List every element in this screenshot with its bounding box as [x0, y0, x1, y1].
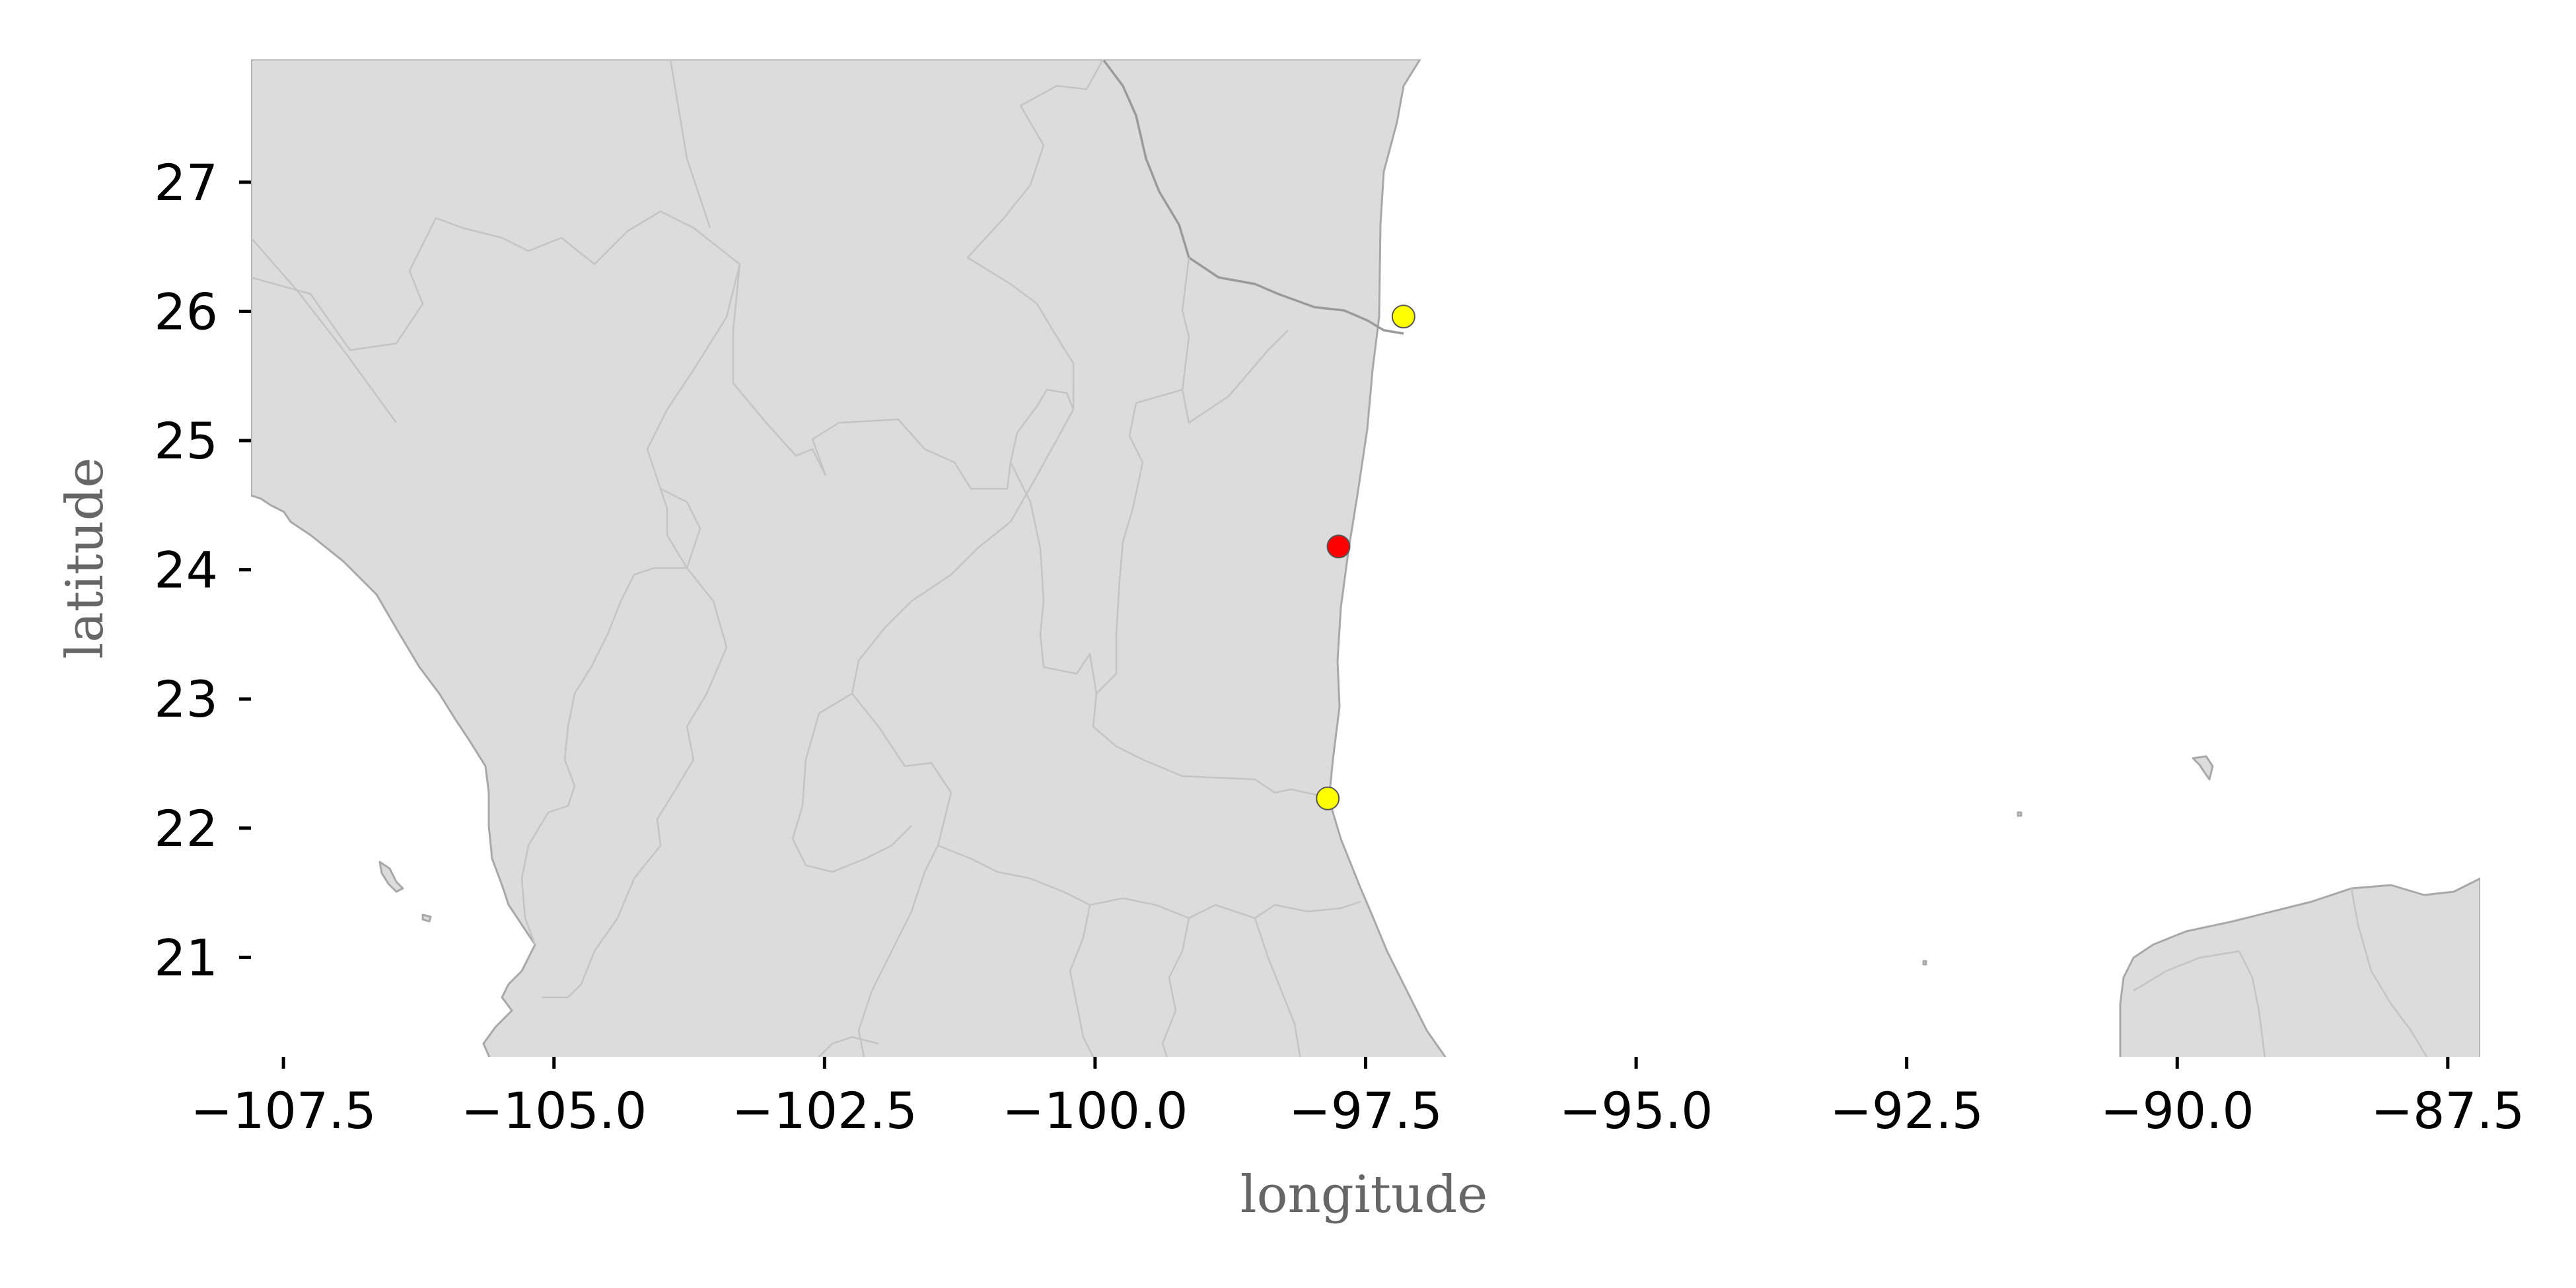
x-tick-label: −107.5	[191, 1081, 376, 1140]
island	[378, 861, 404, 893]
state-border	[251, 237, 398, 423]
state-border	[251, 210, 740, 351]
x-axis-title: longitude	[1240, 1165, 1488, 1225]
state-border	[542, 567, 728, 999]
y-tick-label: 25	[154, 411, 218, 470]
state-border	[966, 184, 1075, 410]
y-tick-label: 23	[154, 670, 218, 729]
state-border	[1019, 59, 1104, 186]
state-border	[937, 844, 1361, 919]
y-axis: 21 22 23 24 25 26 27	[154, 153, 251, 987]
state-border	[520, 567, 687, 945]
island	[2192, 755, 2214, 781]
y-tick-label: 21	[154, 928, 218, 987]
island	[421, 913, 432, 923]
state-border	[811, 418, 1012, 490]
state-border	[2350, 888, 2428, 1057]
state-border	[791, 692, 912, 873]
data-points	[1316, 304, 1415, 810]
y-tick-label: 26	[154, 282, 218, 341]
state-border	[818, 1036, 879, 1057]
y-tick-label: 22	[154, 799, 218, 858]
x-tick-label: −92.5	[1830, 1081, 1984, 1140]
data-point	[1316, 786, 1340, 810]
state-border	[1009, 462, 1098, 694]
x-tick-label: −105.0	[461, 1081, 647, 1140]
mainland-land	[251, 59, 1447, 1057]
x-tick-label: −100.0	[1002, 1081, 1188, 1140]
state-border	[1181, 330, 1289, 424]
x-axis: −107.5 −105.0 −102.5 −100.0 −97.5 −95.0 −92.5 −…	[191, 1057, 2524, 1140]
state-border	[659, 488, 688, 569]
state-border	[1092, 257, 1322, 797]
data-point	[1326, 534, 1351, 559]
map-area	[251, 59, 2480, 1057]
x-tick-label: −97.5	[1289, 1081, 1443, 1140]
x-tick-label: −95.0	[1559, 1081, 1713, 1140]
rio-grande-border	[1102, 59, 1404, 335]
state-border	[857, 845, 939, 1057]
state-border	[2133, 950, 2266, 1057]
y-tick-label: 24	[154, 541, 218, 600]
y-axis-title: latitude	[55, 457, 115, 659]
state-border	[1161, 917, 1190, 1057]
state-border	[669, 59, 711, 229]
state-border	[732, 264, 827, 476]
state-border	[1069, 904, 1094, 1057]
state-border	[1009, 388, 1075, 463]
state-border	[851, 409, 1075, 846]
state-border	[1254, 917, 1301, 1057]
x-tick-label: −90.0	[2100, 1081, 2254, 1140]
yucatan-land	[2119, 877, 2480, 1057]
x-tick-label: −87.5	[2371, 1081, 2524, 1140]
island	[2017, 811, 2022, 817]
x-tick-label: −102.5	[732, 1081, 917, 1140]
island	[1922, 960, 1927, 966]
state-border	[646, 264, 741, 569]
y-tick-label: 27	[154, 153, 218, 212]
data-point	[1391, 304, 1415, 329]
